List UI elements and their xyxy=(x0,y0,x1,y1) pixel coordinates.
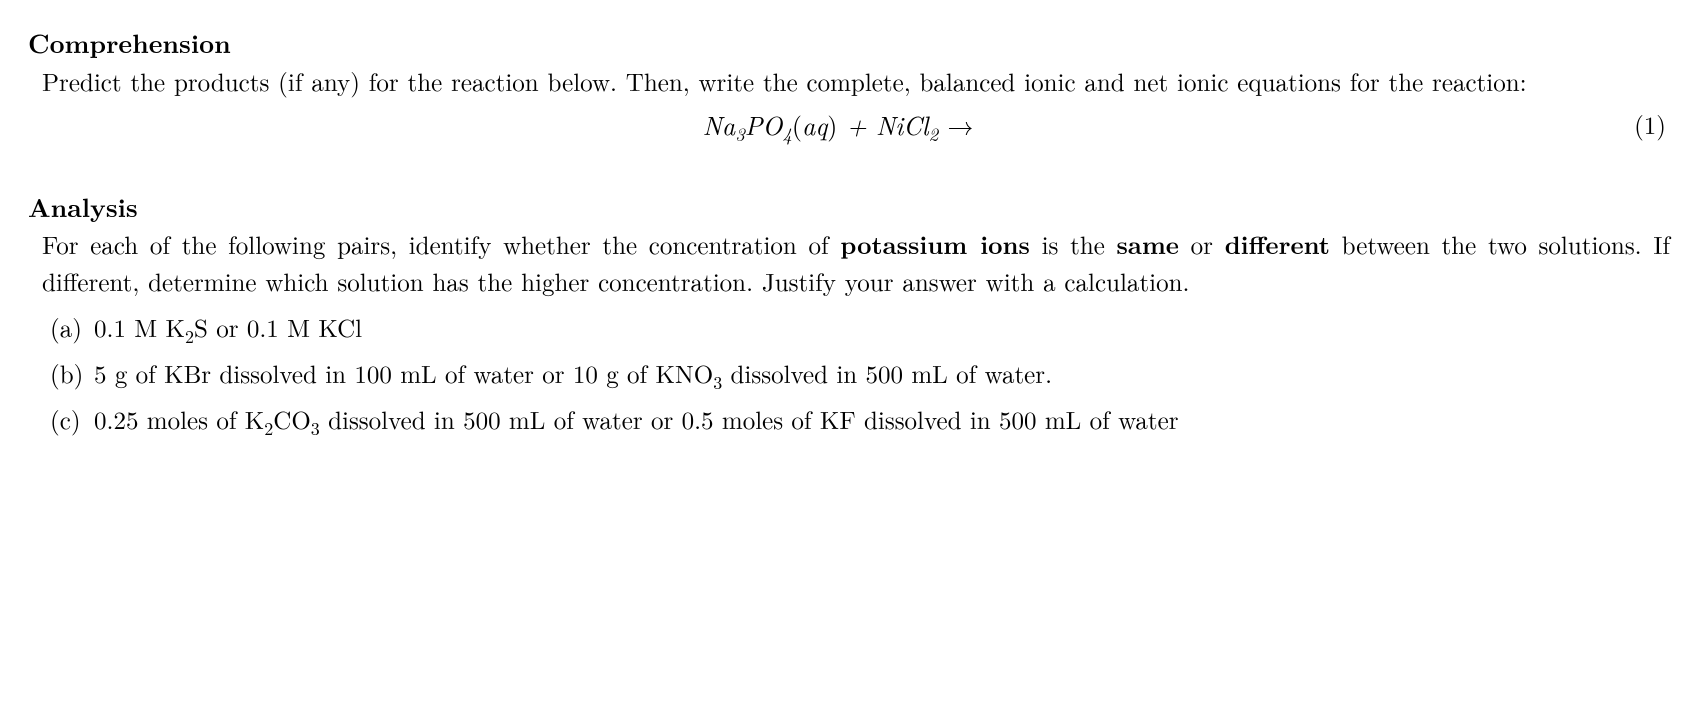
analysis-section: Analysis For each of the following pairs… xyxy=(28,188,1670,439)
list-marker: (c) xyxy=(50,402,94,438)
comprehension-section: Comprehension Predict the products (if a… xyxy=(28,24,1670,144)
list-item: (c) 0.25 moles of K2CO3 dissolved in 500… xyxy=(50,402,1670,438)
reaction-equation: Na3PO4(aq) + NiCl2 → xyxy=(703,106,974,144)
list-item: (b) 5 g of KBr dissolved in 100 mL of wa… xyxy=(50,356,1670,392)
list-item-body: 5 g of KBr dissolved in 100 mL of water … xyxy=(94,356,1670,392)
equation-number: (1) xyxy=(1634,107,1670,143)
list-marker: (a) xyxy=(50,310,94,346)
list-marker: (b) xyxy=(50,356,94,392)
list-item-body: 0.25 moles of K2CO3 dissolved in 500 mL … xyxy=(94,402,1670,438)
comprehension-heading: Comprehension xyxy=(28,24,1670,62)
analysis-list: (a) 0.1 M K2S or 0.1 M KCl (b) 5 g of KB… xyxy=(28,310,1670,439)
analysis-prompt: For each of the following pairs, identif… xyxy=(28,227,1670,300)
comprehension-prompt: Predict the products (if any) for the re… xyxy=(28,64,1670,100)
equation-row: Na3PO4(aq) + NiCl2 → (1) xyxy=(28,106,1670,144)
list-item-body: 0.1 M K2S or 0.1 M KCl xyxy=(94,310,1670,346)
analysis-heading: Analysis xyxy=(28,188,1670,226)
list-item: (a) 0.1 M K2S or 0.1 M KCl xyxy=(50,310,1670,346)
